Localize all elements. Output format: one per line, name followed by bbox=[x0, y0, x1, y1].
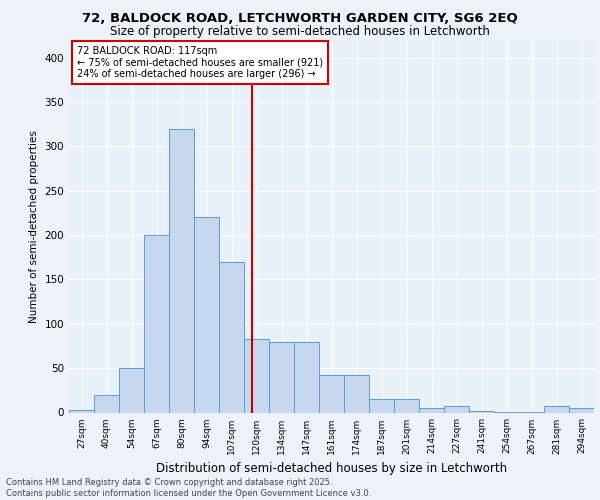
Bar bbox=[419, 408, 444, 412]
Bar bbox=[569, 408, 594, 412]
Bar bbox=[544, 406, 569, 412]
X-axis label: Distribution of semi-detached houses by size in Letchworth: Distribution of semi-detached houses by … bbox=[156, 462, 507, 475]
Bar bbox=[319, 375, 344, 412]
Bar bbox=[344, 375, 369, 412]
Text: 72 BALDOCK ROAD: 117sqm
← 75% of semi-detached houses are smaller (921)
24% of s: 72 BALDOCK ROAD: 117sqm ← 75% of semi-de… bbox=[77, 46, 323, 79]
Bar bbox=[269, 342, 294, 412]
Bar bbox=[444, 406, 469, 412]
Bar bbox=[369, 399, 394, 412]
Bar bbox=[294, 342, 319, 412]
Bar bbox=[469, 410, 494, 412]
Bar bbox=[119, 368, 144, 412]
Bar bbox=[69, 410, 94, 412]
Y-axis label: Number of semi-detached properties: Number of semi-detached properties bbox=[29, 130, 39, 322]
Bar bbox=[169, 128, 194, 412]
Bar bbox=[394, 399, 419, 412]
Bar bbox=[244, 339, 269, 412]
Text: Contains HM Land Registry data © Crown copyright and database right 2025.
Contai: Contains HM Land Registry data © Crown c… bbox=[6, 478, 371, 498]
Text: 72, BALDOCK ROAD, LETCHWORTH GARDEN CITY, SG6 2EQ: 72, BALDOCK ROAD, LETCHWORTH GARDEN CITY… bbox=[82, 12, 518, 26]
Bar bbox=[94, 395, 119, 412]
Text: Size of property relative to semi-detached houses in Letchworth: Size of property relative to semi-detach… bbox=[110, 25, 490, 38]
Bar bbox=[144, 235, 169, 412]
Bar bbox=[219, 262, 244, 412]
Bar bbox=[194, 218, 219, 412]
